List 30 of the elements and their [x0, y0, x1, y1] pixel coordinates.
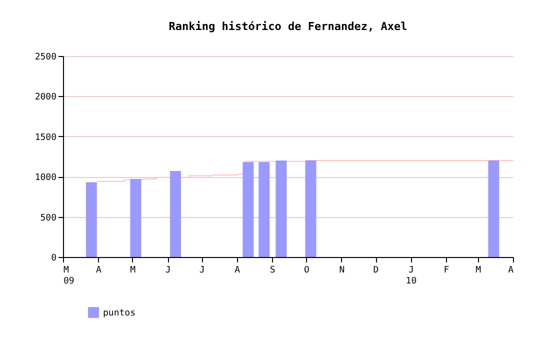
x-tick-label: N — [339, 266, 345, 276]
chart-title: Ranking histórico de Fernandez, Axel — [168, 20, 408, 33]
x-tick-label: J — [165, 266, 171, 276]
bar — [86, 182, 97, 257]
x-tick-label: A — [508, 266, 514, 276]
y-tick-label: 500 — [40, 213, 56, 224]
bar — [305, 160, 316, 257]
x-tick-label: F — [444, 266, 450, 276]
bar — [242, 162, 254, 257]
legend-label: puntos — [103, 308, 136, 318]
y-tick-label: 2000 — [34, 92, 56, 103]
x-tick-label: M 09 — [64, 266, 74, 286]
bar — [276, 160, 287, 257]
x-tick-label: A — [96, 266, 102, 276]
bar — [170, 170, 181, 257]
bar — [130, 179, 142, 257]
bar — [488, 160, 500, 257]
x-tick-label: A — [234, 266, 241, 276]
y-tick-label: 2500 — [34, 52, 56, 62]
x-tick-label: M — [130, 266, 136, 276]
y-tick-label: 1500 — [34, 132, 56, 143]
bar — [258, 162, 270, 257]
x-tick-label: J 10 — [406, 266, 417, 286]
y-tick-label: 1000 — [34, 173, 56, 184]
x-tick-label: O — [304, 266, 310, 276]
x-tick-label: D — [373, 266, 379, 276]
y-tick-label: 0 — [51, 254, 56, 264]
x-tick-label: J — [199, 266, 205, 276]
x-tick-label: S — [270, 266, 276, 276]
x-tick-label: M — [476, 266, 482, 276]
